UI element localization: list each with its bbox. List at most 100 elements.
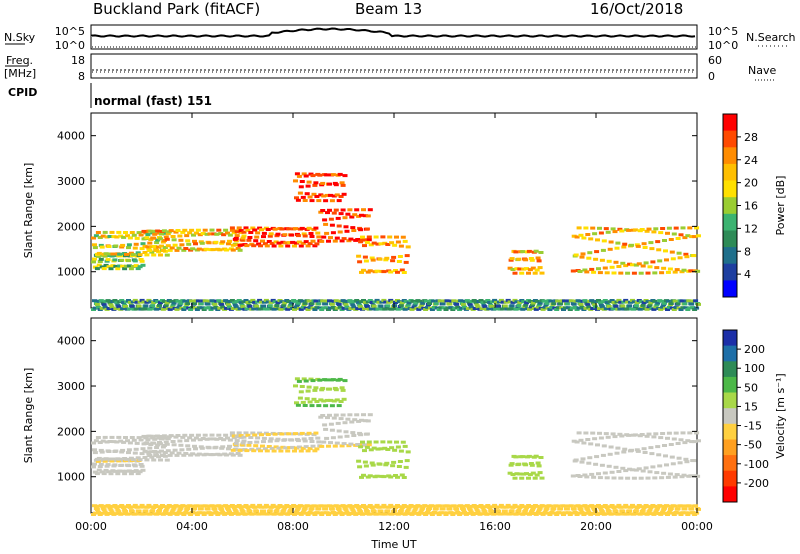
power-echo [349, 301, 355, 305]
velocity-echo [523, 463, 529, 467]
velocity-echo [266, 445, 272, 448]
velocity-echo [97, 441, 103, 444]
velocity-echo [530, 508, 535, 512]
velocity-echo [328, 511, 333, 515]
power-echo [665, 231, 670, 235]
velocity-echo [658, 436, 664, 440]
power-echo [250, 226, 256, 230]
velocity-echo [620, 509, 626, 513]
velocity-echo [102, 459, 108, 463]
power-colorbar-tick-label: 20 [744, 177, 758, 190]
velocity-echo [206, 511, 212, 515]
velocity-echo [641, 447, 647, 451]
velocity-echo [517, 506, 523, 510]
power-echo [238, 301, 244, 305]
power-echo [474, 303, 480, 307]
power-colorbar-tick-label: 12 [744, 222, 758, 235]
power-echo [92, 246, 98, 250]
power-echo [307, 305, 313, 309]
velocity-echo [687, 511, 693, 515]
velocity-echo [637, 512, 643, 516]
velocity-echo [587, 456, 593, 460]
power-echo [319, 239, 325, 243]
velocity-echo [126, 512, 132, 516]
velocity-echo [120, 512, 126, 516]
velocity-echo [319, 513, 325, 516]
velocity-echo [639, 433, 645, 436]
velocity-echo [321, 399, 327, 403]
velocity-echo [113, 469, 119, 473]
power-echo [396, 260, 402, 263]
power-echo [184, 234, 190, 238]
velocity-echo [677, 461, 683, 465]
velocity-echo [605, 435, 611, 439]
velocity-echo [111, 440, 117, 444]
velocity-echo [486, 512, 492, 516]
power-echo [683, 306, 689, 310]
power-echo [662, 239, 667, 242]
power-echo [168, 229, 174, 233]
power-echo [690, 306, 696, 310]
velocity-echo [606, 464, 612, 468]
power-echo [295, 301, 301, 305]
power-echo [348, 237, 354, 241]
velocity-echo [433, 507, 439, 511]
velocity-echo [663, 454, 668, 458]
power-echo [356, 301, 362, 305]
power-echo [103, 263, 109, 267]
power-echo [571, 302, 577, 306]
velocity-echo [316, 440, 322, 444]
velocity-echo [384, 461, 390, 465]
velocity-echo [196, 452, 202, 456]
power-echo [162, 246, 168, 249]
power-echo [140, 242, 146, 246]
power-echo [327, 208, 332, 212]
velocity-echo [226, 508, 231, 512]
power-echo [478, 299, 484, 302]
power-echo [114, 235, 120, 239]
velocity-echo [503, 505, 509, 509]
velocity-echo [613, 465, 619, 469]
velocity-echo [544, 506, 550, 510]
velocity-plot-area [90, 317, 698, 514]
velocity-echo [369, 506, 375, 509]
velocity-echo [634, 448, 640, 452]
power-echo [330, 231, 336, 235]
velocity-echo [94, 472, 100, 476]
power-echo [420, 301, 426, 305]
power-echo [570, 269, 576, 273]
velocity-colorbar-tick-label: -100 [744, 458, 769, 471]
velocity-echo [252, 433, 258, 437]
velocity-echo [462, 510, 467, 514]
power-echo [451, 299, 457, 303]
power-echo [111, 235, 117, 239]
power-echo [214, 232, 220, 236]
velocity-echo [406, 506, 412, 510]
power-echo [382, 241, 388, 245]
velocity-echo [379, 505, 385, 509]
velocity-echo [658, 512, 664, 516]
velocity-echo [636, 467, 642, 471]
power-echo [175, 299, 181, 303]
velocity-echo [576, 511, 582, 515]
velocity-echo [140, 447, 146, 451]
velocity-echo [233, 441, 239, 445]
velocity-echo [535, 510, 541, 514]
power-echo [393, 269, 398, 272]
power-echo [292, 307, 297, 311]
velocity-echo [467, 508, 473, 512]
power-echo [554, 308, 560, 311]
power-echo [245, 301, 251, 304]
power-echo [233, 305, 239, 309]
power-echo [640, 264, 646, 268]
velocity-echo [195, 433, 201, 437]
velocity-echo [212, 507, 218, 511]
power-echo [178, 301, 184, 305]
nave-tick-bottom: 0 [708, 70, 715, 83]
velocity-echo [164, 506, 170, 510]
power-echo [106, 265, 112, 269]
power-echo [122, 267, 128, 271]
velocity-echo [114, 506, 120, 510]
power-echo [631, 307, 636, 311]
power-echo [113, 244, 119, 248]
